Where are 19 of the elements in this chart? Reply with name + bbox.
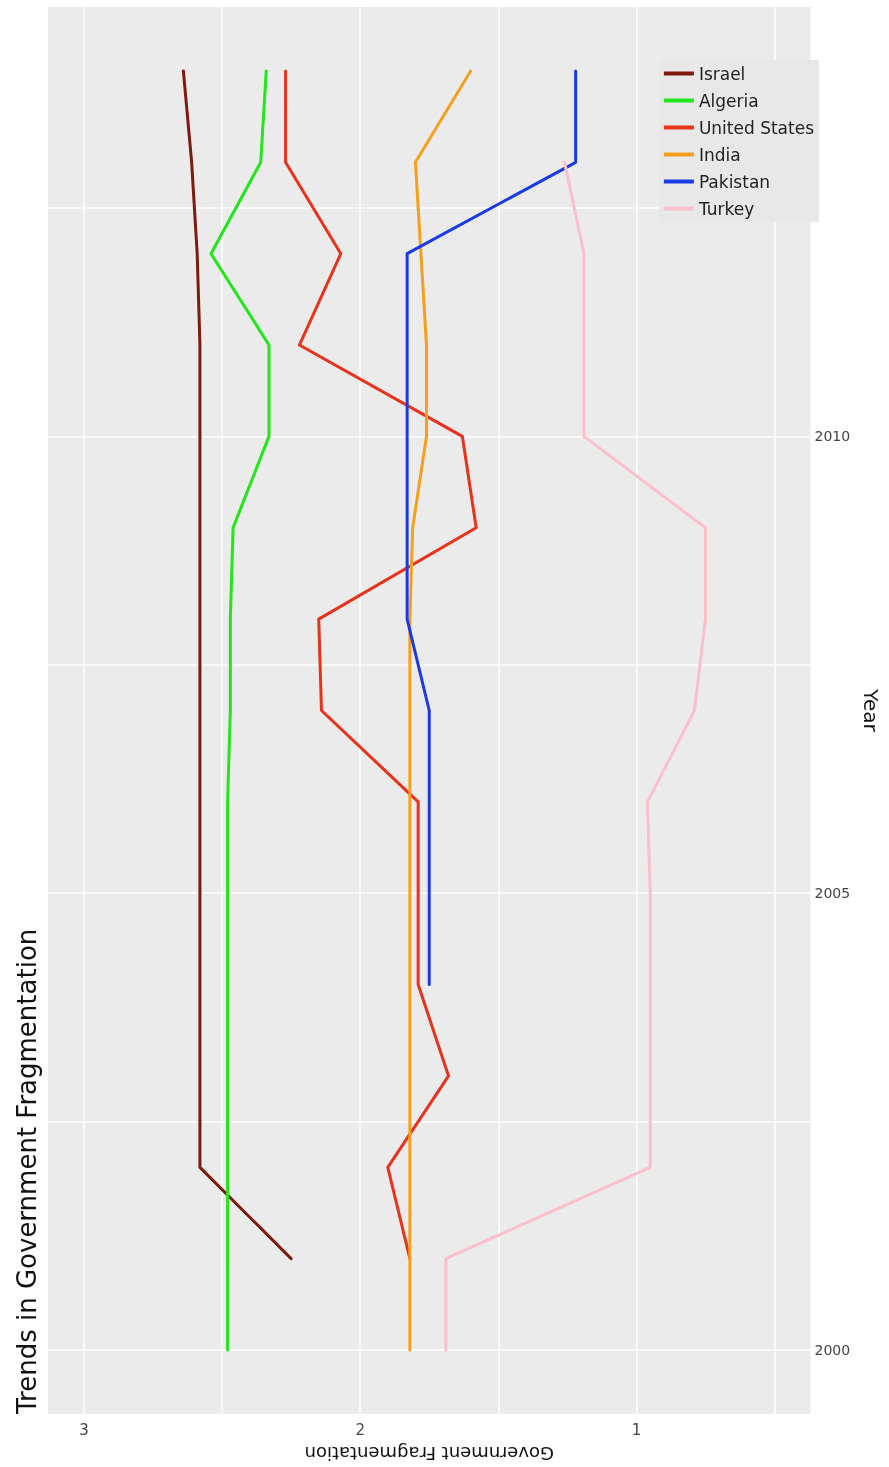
line-series <box>405 69 578 987</box>
x-tick-label: 1 <box>631 1420 642 1439</box>
y-tick-label: 2000 <box>814 1342 851 1359</box>
legend-label: Pakistan <box>698 171 771 192</box>
y-tick-label: 2010 <box>814 428 851 445</box>
line-series <box>408 69 473 1352</box>
line-series <box>209 69 271 1352</box>
x-axis-title: Government Fragmentation <box>304 1442 554 1464</box>
x-tick-label: 3 <box>79 1420 89 1439</box>
legend-label: Algeria <box>698 90 759 111</box>
y-tick-label: 2005 <box>814 885 851 902</box>
legend-label: United States <box>698 117 815 138</box>
text: Trends in Government Fragmentation <box>12 928 42 1415</box>
x-tick-label: 2 <box>355 1420 365 1439</box>
legend-label: Israel <box>698 63 746 84</box>
legend-label: India <box>698 144 741 165</box>
legend-label: Turkey <box>697 198 755 219</box>
line-series <box>181 69 293 1261</box>
y-axis-title: Year <box>859 688 883 733</box>
